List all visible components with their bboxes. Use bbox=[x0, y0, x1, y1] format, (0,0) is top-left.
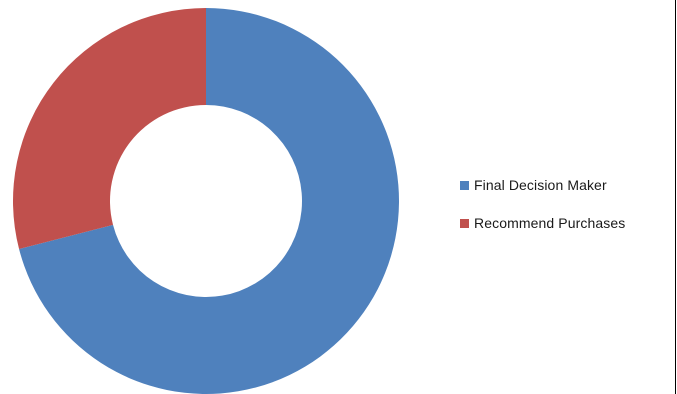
legend-label-recommend-purchases: Recommend Purchases bbox=[474, 215, 626, 231]
legend-item-final-decision-maker: Final Decision Maker bbox=[460, 175, 625, 195]
legend-item-recommend-purchases: Recommend Purchases bbox=[460, 213, 625, 233]
donut-chart bbox=[12, 8, 400, 394]
legend-swatch-recommend-purchases bbox=[460, 218, 469, 228]
legend-swatch-final-decision-maker bbox=[460, 180, 469, 190]
chart-legend: Final Decision Maker Recommend Purchases bbox=[460, 175, 625, 251]
donut-slice-recommend-purchases bbox=[12, 8, 206, 249]
legend-label-final-decision-maker: Final Decision Maker bbox=[474, 177, 607, 193]
donut-slice-final-decision-maker bbox=[19, 8, 400, 394]
